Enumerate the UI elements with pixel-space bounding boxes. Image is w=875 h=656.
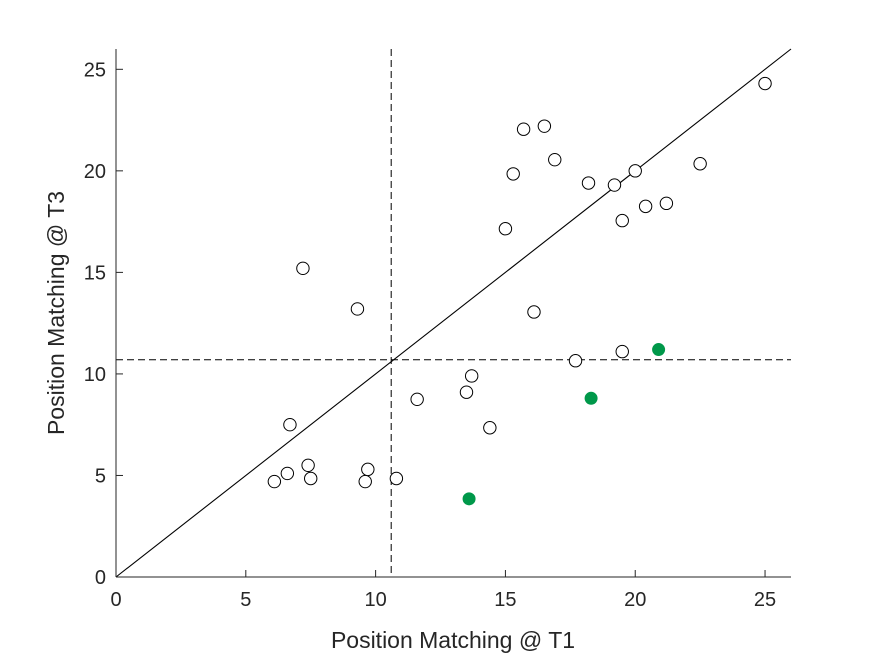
data-point: [628, 164, 642, 178]
highlighted-data-point: [462, 492, 476, 506]
data-point: [283, 417, 297, 432]
data-point: [537, 119, 552, 133]
y-tick-label: 20: [84, 161, 106, 183]
highlighted-data-point: [584, 391, 598, 405]
data-point: [459, 385, 474, 399]
data-point: [410, 392, 424, 407]
x-tick-label: 20: [624, 589, 646, 611]
data-point: [498, 222, 513, 236]
x-tick-label: 0: [110, 589, 121, 611]
data-point: [581, 176, 596, 190]
plot-area: [115, 48, 792, 578]
axes: [115, 49, 791, 578]
data-point: [693, 157, 707, 171]
x-axis-label: Position Matching @ T1: [331, 627, 575, 653]
data-point: [758, 76, 772, 91]
identity-line: [115, 48, 792, 578]
data-point: [516, 122, 531, 136]
data-point: [506, 167, 520, 181]
data-point: [615, 344, 629, 359]
data-point: [568, 354, 583, 368]
data-point: [659, 196, 674, 211]
data-point: [615, 213, 629, 228]
data-point: [280, 466, 295, 481]
y-tick-label: 0: [95, 567, 106, 589]
data-point: [267, 474, 282, 489]
y-tick-label: 25: [84, 59, 106, 81]
x-tick-label: 15: [494, 589, 516, 611]
data-point: [296, 261, 310, 276]
y-axis-label: Position Matching @ T3: [43, 191, 69, 435]
x-axis-ticks: 0 5 10 15 20 25: [110, 570, 776, 611]
data-point: [548, 152, 562, 167]
data-point: [389, 471, 404, 486]
data-point: [350, 302, 365, 316]
x-tick-label: 10: [364, 589, 386, 611]
x-tick-label: 25: [754, 589, 776, 611]
y-tick-label: 15: [84, 262, 106, 284]
data-point: [361, 462, 375, 477]
data-point: [607, 178, 622, 192]
y-axis-ticks: 0 5 10 15 20 25: [84, 59, 123, 589]
y-tick-label: 5: [95, 465, 106, 487]
data-point: [527, 305, 541, 319]
data-point: [483, 421, 497, 435]
data-point: [301, 458, 315, 473]
y-tick-label: 10: [84, 364, 106, 386]
data-point: [358, 474, 372, 489]
data-point: [304, 471, 318, 486]
data-point: [638, 199, 653, 214]
highlighted-data-point: [652, 343, 666, 357]
x-tick-label: 5: [240, 589, 251, 611]
data-point: [464, 369, 479, 383]
